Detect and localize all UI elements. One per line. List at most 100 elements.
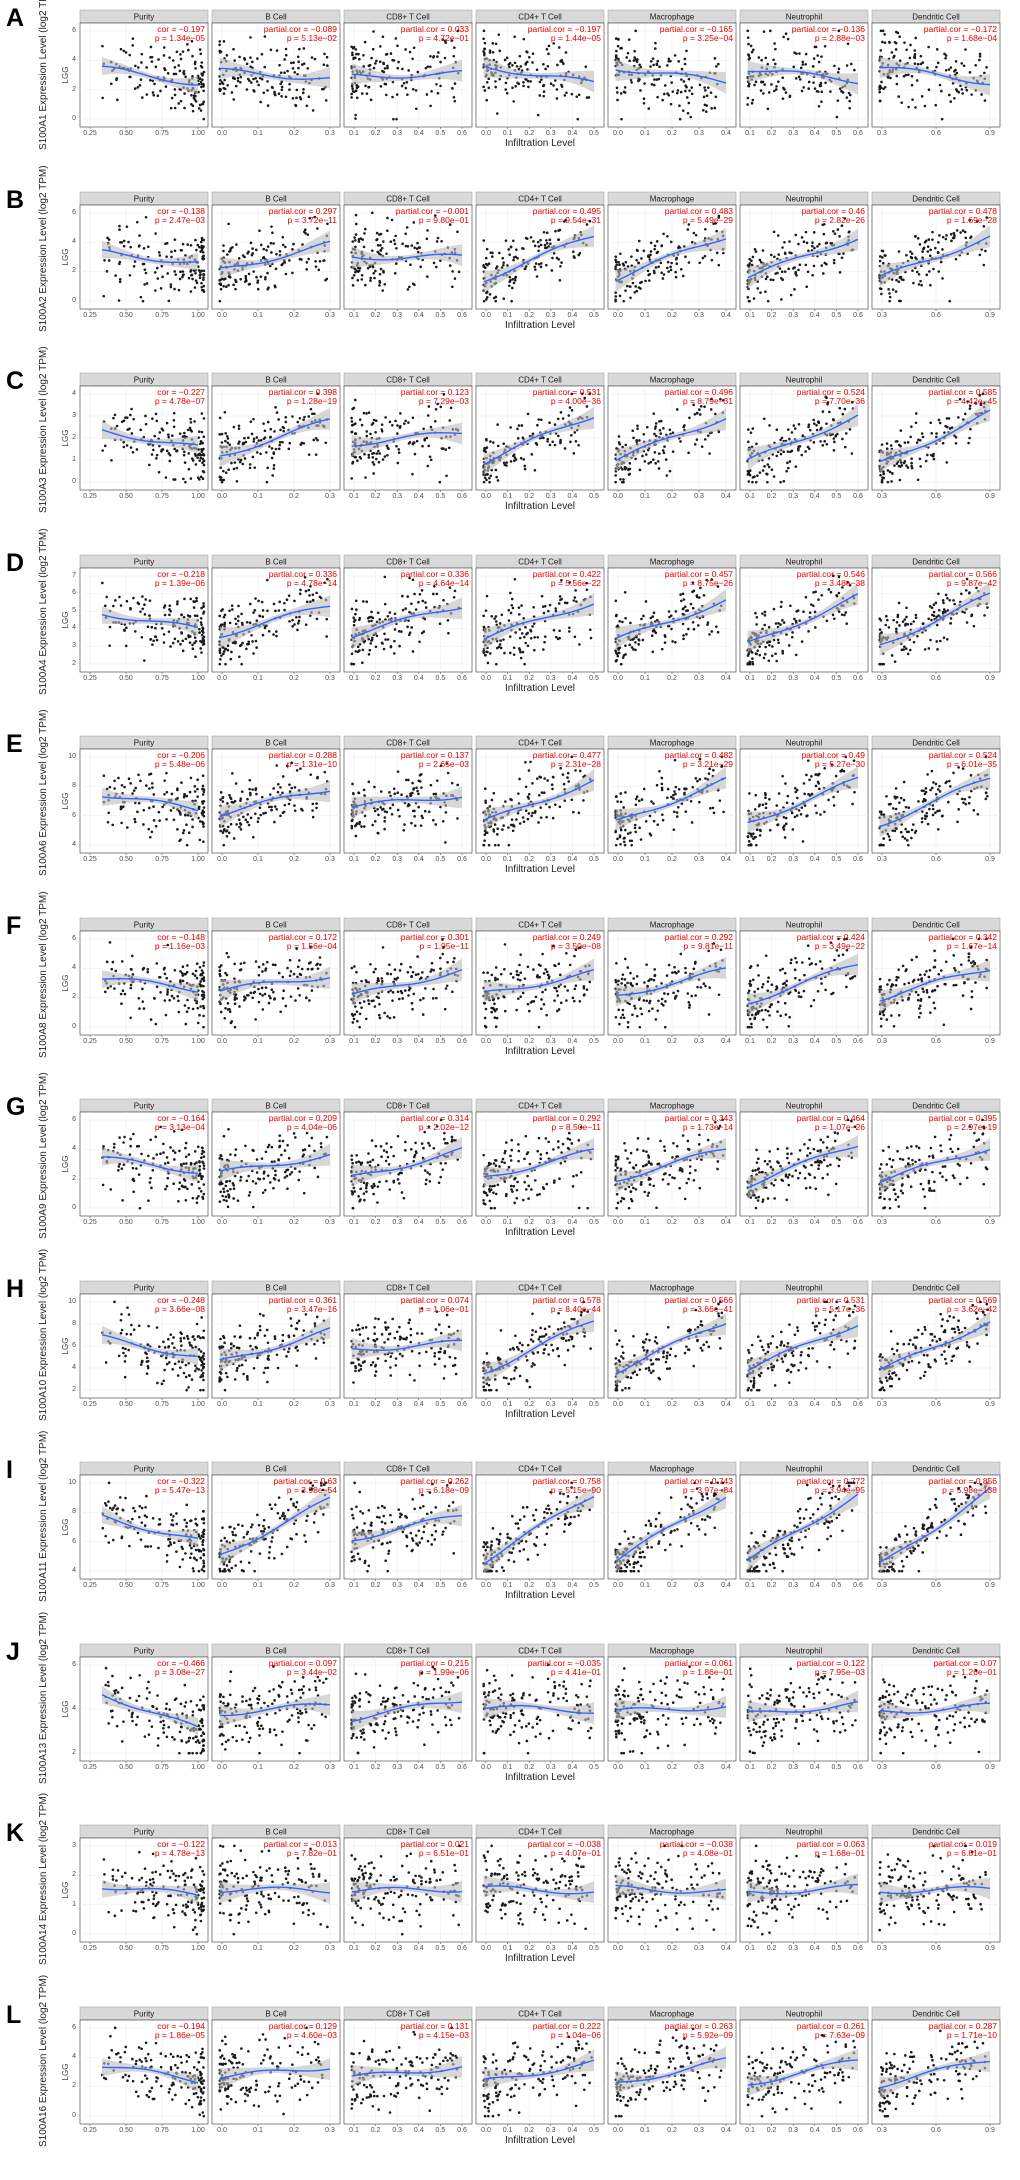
- data-point: [253, 90, 256, 93]
- data-point: [985, 215, 989, 219]
- data-point: [912, 281, 915, 284]
- data-point: [552, 251, 556, 255]
- data-point: [706, 434, 710, 437]
- data-point: [356, 644, 360, 648]
- data-point: [756, 286, 760, 290]
- data-point: [152, 93, 156, 97]
- data-point: [485, 291, 488, 294]
- data-point: [231, 76, 235, 80]
- data-point: [352, 615, 355, 619]
- data-point: [641, 638, 645, 641]
- data-point: [270, 456, 274, 460]
- data-point: [218, 43, 221, 47]
- data-point: [491, 50, 495, 54]
- data-point: [367, 64, 371, 68]
- data-point: [191, 646, 195, 650]
- data-point: [198, 103, 202, 107]
- data-point: [974, 64, 977, 67]
- data-point: [222, 249, 225, 252]
- data-point: [637, 637, 641, 641]
- data-point: [893, 659, 897, 663]
- data-point: [748, 299, 751, 302]
- data-point: [786, 428, 790, 431]
- data-point: [907, 73, 910, 77]
- data-point: [964, 588, 968, 592]
- data-point: [786, 37, 790, 41]
- x-tick-label: 0.4: [414, 493, 424, 500]
- data-point: [252, 440, 256, 443]
- data-point: [291, 415, 294, 418]
- data-point: [154, 412, 158, 416]
- data-point: [237, 427, 241, 430]
- data-point: [401, 608, 405, 611]
- data-point: [271, 474, 274, 477]
- data-point: [389, 239, 393, 243]
- data-point: [486, 473, 489, 476]
- data-point: [252, 610, 255, 614]
- data-point: [231, 607, 234, 611]
- data-point: [259, 243, 263, 246]
- data-point: [776, 637, 780, 641]
- data-point: [567, 414, 571, 417]
- row-label-b: B: [6, 185, 25, 214]
- data-point: [715, 624, 718, 628]
- data-point: [814, 45, 818, 49]
- data-point: [416, 250, 420, 253]
- data-point: [171, 641, 175, 644]
- data-point: [388, 420, 392, 424]
- data-point: [145, 281, 149, 285]
- fit-line: [483, 417, 595, 466]
- data-point: [771, 644, 774, 648]
- data-point: [482, 625, 486, 628]
- data-point: [236, 79, 240, 83]
- data-point: [132, 264, 136, 268]
- data-point: [361, 660, 364, 664]
- data-point: [222, 649, 226, 653]
- data-point: [295, 96, 298, 100]
- data-point: [767, 91, 771, 94]
- panel-title: Purity: [134, 194, 154, 203]
- data-point: [394, 419, 397, 423]
- x-tick-label: 0.5: [589, 493, 599, 500]
- data-point: [485, 478, 488, 482]
- data-point: [794, 653, 798, 656]
- data-point: [413, 592, 416, 595]
- data-point: [410, 625, 413, 629]
- data-point: [193, 641, 196, 644]
- data-point: [202, 268, 206, 272]
- data-point: [932, 457, 936, 461]
- data-point: [908, 56, 912, 60]
- data-point: [371, 635, 374, 639]
- y-tick-label-d-1: 3: [72, 641, 76, 649]
- data-point: [754, 480, 758, 484]
- data-point: [916, 634, 919, 638]
- data-point: [139, 609, 142, 613]
- data-point: [881, 40, 884, 44]
- data-point: [614, 264, 617, 268]
- data-point: [677, 60, 681, 63]
- data-point: [364, 84, 367, 88]
- data-point: [914, 613, 918, 616]
- data-point: [439, 84, 442, 88]
- data-point: [797, 422, 801, 426]
- data-point: [959, 230, 962, 234]
- data-point: [371, 248, 374, 252]
- data-point: [656, 95, 659, 99]
- data-point: [223, 410, 227, 414]
- scatter-points: [101, 581, 206, 662]
- data-point: [202, 635, 206, 638]
- panel-title: CD8+ T Cell: [386, 194, 430, 203]
- data-point: [926, 453, 929, 457]
- data-point: [365, 412, 368, 415]
- data-point: [198, 276, 202, 279]
- data-point: [883, 41, 887, 45]
- data-point: [272, 632, 275, 636]
- data-point: [570, 92, 574, 96]
- data-point: [905, 605, 908, 609]
- data-point: [798, 52, 801, 55]
- data-point: [916, 62, 920, 66]
- data-point: [350, 96, 353, 99]
- data-point: [554, 609, 558, 612]
- data-point: [811, 603, 815, 607]
